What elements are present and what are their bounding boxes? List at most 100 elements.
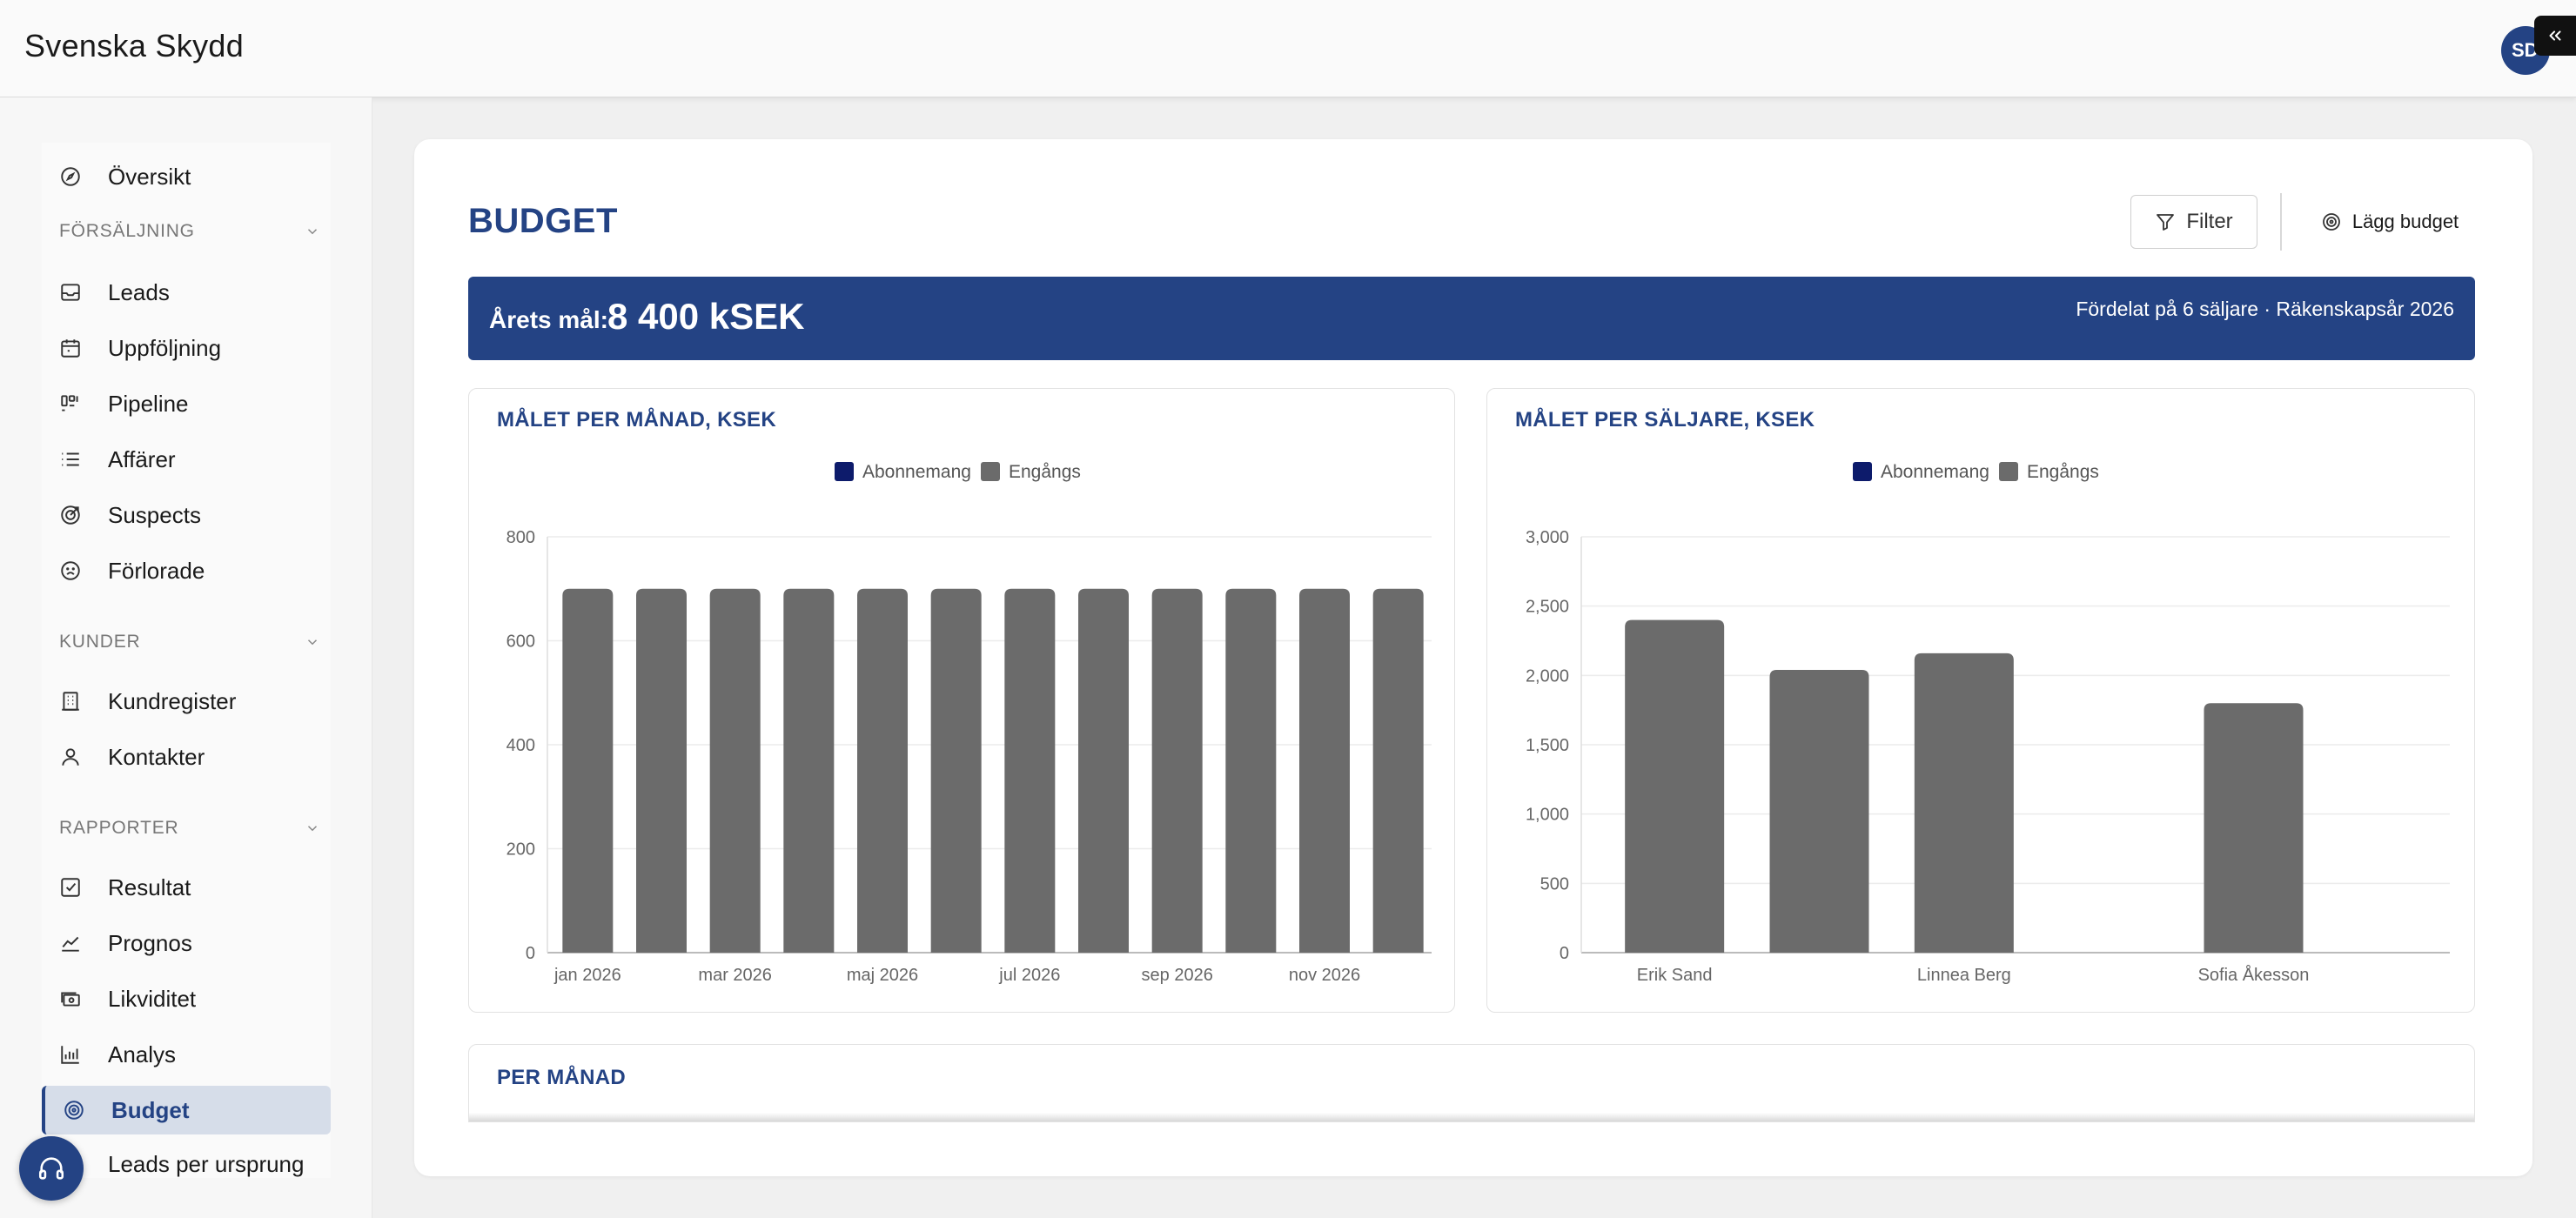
sidebar-item-label: Analys bbox=[108, 1041, 177, 1067]
x-tick-label: Linnea Berg bbox=[1917, 966, 2011, 985]
building-icon bbox=[59, 690, 82, 713]
legend-label[interactable]: Abonnemang bbox=[862, 462, 971, 482]
headset-icon bbox=[38, 1157, 64, 1180]
bar-engangs[interactable] bbox=[636, 588, 687, 953]
sidebar-item-kundregister[interactable]: Kundregister bbox=[42, 677, 331, 726]
cash-icon bbox=[59, 987, 82, 1010]
section-header-rapporter[interactable]: RAPPORTER bbox=[59, 811, 320, 846]
section-title: RAPPORTER bbox=[59, 818, 179, 838]
sidebar-item-pipeline[interactable]: Pipeline bbox=[42, 379, 331, 428]
kanban-icon bbox=[59, 392, 82, 415]
bar-engangs[interactable] bbox=[857, 588, 908, 953]
goal-label: Årets mål: bbox=[489, 306, 608, 333]
x-tick-label: Erik Sand bbox=[1637, 966, 1713, 985]
bar-engangs[interactable] bbox=[709, 588, 761, 953]
sidebar-item-label: Resultat bbox=[108, 873, 191, 900]
sidebar-item-prognos[interactable]: Prognos bbox=[42, 919, 331, 967]
sidebar-item-label: Förlorade bbox=[108, 557, 205, 584]
bar-engangs[interactable] bbox=[930, 588, 982, 953]
legend-swatch[interactable] bbox=[1853, 462, 1872, 481]
sidebar-item-leads-per-ursprung[interactable]: Leads per ursprung bbox=[42, 1140, 331, 1178]
legend-swatch[interactable] bbox=[835, 462, 854, 481]
x-tick-label: nov 2026 bbox=[1289, 966, 1360, 985]
sidebar-item-label: Prognos bbox=[108, 929, 192, 956]
filter-label: Filter bbox=[2186, 210, 2233, 233]
card-fade bbox=[469, 1113, 2474, 1121]
support-button[interactable] bbox=[19, 1136, 84, 1201]
collapse-panel-button[interactable] bbox=[2534, 16, 2576, 56]
page-title: BUDGET bbox=[468, 202, 618, 240]
legend-label[interactable]: Abonnemang bbox=[1881, 462, 1989, 482]
y-tick-label: 200 bbox=[506, 840, 535, 860]
double-chevron-left-icon bbox=[2549, 30, 2561, 41]
section-title: FÖRSÄLJNING bbox=[59, 221, 195, 241]
legend-swatch[interactable] bbox=[1999, 462, 2018, 481]
bar-engangs[interactable] bbox=[1299, 588, 1350, 953]
sidebar-item-label: Kontakter bbox=[108, 743, 205, 770]
bar-engangs[interactable] bbox=[1372, 588, 1424, 953]
sidebar-item-likviditet[interactable]: Likviditet bbox=[42, 974, 331, 1023]
sidebar-item-kontakter[interactable]: Kontakter bbox=[42, 733, 331, 781]
sidebar-item-label: Budget bbox=[111, 1096, 190, 1123]
chart-per-seller: Abonnemang Engångs 0 500 1,000 1,500 2,000 2,50… bbox=[1526, 462, 2450, 985]
bar-chart-icon bbox=[59, 1043, 82, 1066]
section-header-forsaljning[interactable]: FÖRSÄLJNING bbox=[59, 214, 320, 249]
sidebar-item-label: Affärer bbox=[108, 445, 176, 472]
sidebar-item-label: Översikt bbox=[108, 163, 191, 190]
sidebar-item-suspects[interactable]: Suspects bbox=[42, 491, 331, 539]
chart-card-per-month: MÅLET PER MÅNAD, KSEK Abonnemang Engångs 0… bbox=[468, 388, 1455, 1013]
y-tick-label: 0 bbox=[526, 944, 535, 963]
target-icon bbox=[63, 1099, 85, 1121]
y-tick-label: 500 bbox=[1540, 874, 1569, 893]
bar-engangs[interactable] bbox=[562, 588, 614, 953]
sidebar-item-forlorade[interactable]: Förlorade bbox=[42, 546, 331, 595]
section-header-kunder[interactable]: KUNDER bbox=[59, 625, 320, 659]
sidebar-item-budget[interactable]: Budget bbox=[42, 1086, 331, 1134]
bar-engangs[interactable] bbox=[1004, 588, 1056, 953]
sidebar-item-label: Uppföljning bbox=[108, 334, 222, 361]
add-budget-button[interactable]: Lägg budget bbox=[2303, 195, 2477, 249]
sidebar-item-analys[interactable]: Analys bbox=[42, 1030, 331, 1079]
bar-engangs[interactable] bbox=[1914, 652, 2014, 953]
bar-engangs[interactable] bbox=[783, 588, 835, 953]
chevron-down-icon bbox=[307, 826, 318, 832]
bar-engangs[interactable] bbox=[1225, 588, 1277, 953]
sidebar-item-oversikt[interactable]: Översikt bbox=[42, 152, 331, 201]
yearly-goal-banner: Årets mål: 8 400 kSEK Fördelat på 6 sälj… bbox=[468, 277, 2475, 360]
bar-engangs[interactable] bbox=[1151, 588, 1203, 953]
filter-button[interactable]: Filter bbox=[2130, 195, 2257, 249]
sidebar-nav: Översikt FÖRSÄLJNING Leads Uppföljning P… bbox=[42, 143, 331, 1178]
chart-card-per-seller: MÅLET PER SÄLJARE, KSEK Abonnemang Engång… bbox=[1486, 388, 2475, 1013]
sidebar-item-resultat[interactable]: Resultat bbox=[42, 863, 331, 912]
trend-line-icon bbox=[59, 932, 82, 954]
sidebar-item-uppfoljning[interactable]: Uppföljning bbox=[42, 324, 331, 372]
filter-icon bbox=[2157, 214, 2175, 231]
y-tick-label: 3,000 bbox=[1526, 528, 1569, 547]
sidebar-item-label: Leads bbox=[108, 278, 170, 305]
bar-engangs[interactable] bbox=[1625, 619, 1725, 953]
y-tick-label: 0 bbox=[1560, 944, 1569, 963]
sidebar-item-label: Leads per ursprung bbox=[108, 1150, 305, 1177]
bar-engangs[interactable] bbox=[2204, 703, 2304, 953]
sidebar-item-label: Suspects bbox=[108, 501, 201, 528]
sidebar-item-leads[interactable]: Leads bbox=[42, 268, 331, 317]
x-tick-label: maj 2026 bbox=[847, 966, 918, 985]
user-icon bbox=[59, 746, 82, 768]
sidebar-item-label: Likviditet bbox=[108, 985, 197, 1012]
list-icon bbox=[59, 448, 82, 471]
legend-label[interactable]: Engångs bbox=[2027, 462, 2099, 482]
goal-value: 8 400 kSEK bbox=[607, 296, 805, 337]
legend-label[interactable]: Engångs bbox=[1009, 462, 1081, 482]
chart-per-month: Abonnemang Engångs 0 200 400 600 800 jan 2026 ma… bbox=[506, 462, 1432, 985]
sidebar-item-affarer[interactable]: Affärer bbox=[42, 435, 331, 484]
goal-meta: Fördelat på 6 säljare · Räkenskapsår 202… bbox=[2076, 298, 2454, 320]
legend-swatch[interactable] bbox=[981, 462, 1000, 481]
x-tick-label: jan 2026 bbox=[553, 966, 621, 985]
bar-engangs[interactable] bbox=[1078, 588, 1129, 953]
x-tick-label: mar 2026 bbox=[698, 966, 772, 985]
bar-engangs[interactable] bbox=[1769, 669, 1869, 953]
budget-panel: BUDGET Filter Lägg budget Årets mål: 8 4… bbox=[414, 139, 2532, 1176]
sidebar-item-label: Pipeline bbox=[108, 390, 189, 417]
sidebar-item-label: Kundregister bbox=[108, 687, 237, 714]
y-tick-label: 600 bbox=[506, 632, 535, 652]
